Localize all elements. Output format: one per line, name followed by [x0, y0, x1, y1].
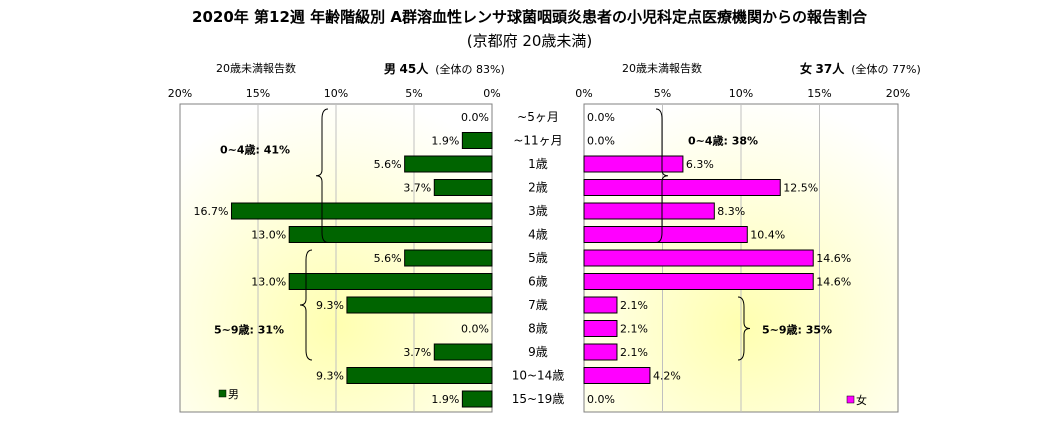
female-data-label: 4.2%: [653, 370, 681, 383]
female-5-9-brace: [737, 296, 751, 361]
right-tick-label: 10%: [729, 87, 753, 100]
category-label: ~11ヶ月: [513, 134, 562, 148]
category-label: 3歳: [528, 204, 548, 218]
male-5-9-brace: [299, 249, 313, 361]
category-label: 10~14歳: [512, 369, 565, 383]
female-bar: [583, 202, 715, 220]
male-0-4-brace: [315, 108, 329, 243]
female-bar: [583, 249, 814, 267]
annotation-male-5-9: 5~9歳: 31%: [214, 323, 284, 337]
female-data-label: 2.1%: [620, 323, 648, 336]
legend-label-female: 女: [856, 393, 867, 407]
female-data-label: 12.5%: [783, 182, 818, 195]
male-data-label: 9.3%: [316, 370, 344, 383]
female-data-label: 14.6%: [816, 276, 851, 289]
category-label: 9歳: [528, 345, 548, 359]
left-header-number: 45人: [399, 62, 429, 76]
male-bar: [346, 296, 493, 314]
legend-swatch-female: [846, 395, 855, 404]
female-data-label: 14.6%: [816, 252, 851, 265]
female-data-label: 0.0%: [587, 111, 615, 124]
category-label: 4歳: [528, 228, 548, 242]
female-data-label: 6.3%: [686, 158, 714, 171]
left-tick-label: 5%: [405, 87, 422, 100]
category-label: 7歳: [528, 298, 548, 312]
right-header-share-prefix: (全体の: [851, 63, 889, 76]
chart-subtitle: (京都府 20歳未満): [466, 32, 593, 50]
chart-title: 2020年 第12週 年齢階級別 A群溶血性レンサ球菌咽頭炎患者の小児科定点医療…: [192, 8, 867, 26]
male-data-label: 0.0%: [461, 111, 489, 124]
female-bar: [583, 155, 684, 173]
female-bar: [583, 343, 618, 361]
male-data-label: 16.7%: [194, 205, 229, 218]
male-bar: [230, 202, 493, 220]
right-header-label: 20歳未満報告数: [622, 62, 702, 75]
female-data-label: 0.0%: [587, 135, 615, 148]
category-label: 6歳: [528, 275, 548, 289]
right-header-sex: 女: [800, 62, 813, 76]
male-bar: [433, 179, 493, 196]
male-bar: [288, 273, 493, 290]
female-data-label: 0.0%: [587, 393, 615, 406]
male-bar: [433, 343, 493, 361]
left-tick-label: 20%: [168, 87, 192, 100]
male-bar: [461, 132, 493, 149]
female-bar: [583, 367, 651, 384]
left-tick-label: 15%: [246, 87, 270, 100]
female-data-label: 2.1%: [620, 299, 648, 312]
male-bar: [461, 390, 493, 408]
right-header-share: 77%): [892, 63, 921, 76]
left-header-count: 男 45人 (全体の 83%): [384, 60, 505, 77]
female-bar: [583, 179, 781, 196]
annotation-female-5-9: 5~9歳: 35%: [762, 323, 832, 337]
right-header-count: 女 37人 (全体の 77%): [800, 60, 921, 77]
category-label: ~5ヶ月: [517, 110, 559, 124]
category-label: 2歳: [528, 181, 548, 195]
female-0-4-brace: [655, 108, 669, 243]
annotation-female-0-4: 0~4歳: 38%: [688, 134, 758, 148]
female-bar: [583, 226, 748, 243]
annotation-male-0-4: 0~4歳: 41%: [220, 143, 290, 157]
right-tick-label: 0%: [575, 87, 592, 100]
male-data-label: 9.3%: [316, 299, 344, 312]
left-tick-label: 10%: [324, 87, 348, 100]
male-data-label: 1.9%: [431, 135, 459, 148]
right-header-number: 37人: [815, 62, 845, 76]
left-header-share-prefix: (全体の: [435, 63, 473, 76]
male-bar: [346, 367, 493, 384]
left-header-label: 20歳未満報告数: [216, 62, 296, 75]
category-label: 8歳: [528, 322, 548, 336]
female-bar: [583, 296, 618, 314]
female-data-label: 10.4%: [750, 229, 785, 242]
legend-swatch-male: [218, 389, 227, 398]
legend-label-male: 男: [228, 388, 239, 401]
right-tick-label: 5%: [654, 87, 671, 100]
male-data-label: 5.6%: [374, 252, 402, 265]
male-bar: [404, 155, 493, 173]
right-tick-label: 20%: [886, 87, 910, 100]
left-header-share: 83%): [476, 63, 505, 76]
male-bar: [404, 249, 493, 267]
right-tick-label: 15%: [807, 87, 831, 100]
male-data-label: 1.9%: [431, 393, 459, 406]
female-bar: [583, 273, 814, 290]
left-header-sex: 男: [384, 62, 397, 76]
male-data-label: 0.0%: [461, 323, 489, 336]
female-data-label: 2.1%: [620, 346, 648, 359]
male-data-label: 5.6%: [374, 158, 402, 171]
female-bar: [583, 320, 618, 337]
left-tick-label: 0%: [483, 87, 500, 100]
male-data-label: 3.7%: [403, 346, 431, 359]
male-data-label: 13.0%: [251, 276, 286, 289]
female-data-label: 8.3%: [717, 205, 745, 218]
male-data-label: 13.0%: [251, 229, 286, 242]
category-label: 15~19歳: [512, 392, 565, 406]
category-label: 5歳: [528, 251, 548, 265]
male-data-label: 3.7%: [403, 182, 431, 195]
male-bar: [288, 226, 493, 243]
category-label: 1歳: [528, 157, 548, 171]
